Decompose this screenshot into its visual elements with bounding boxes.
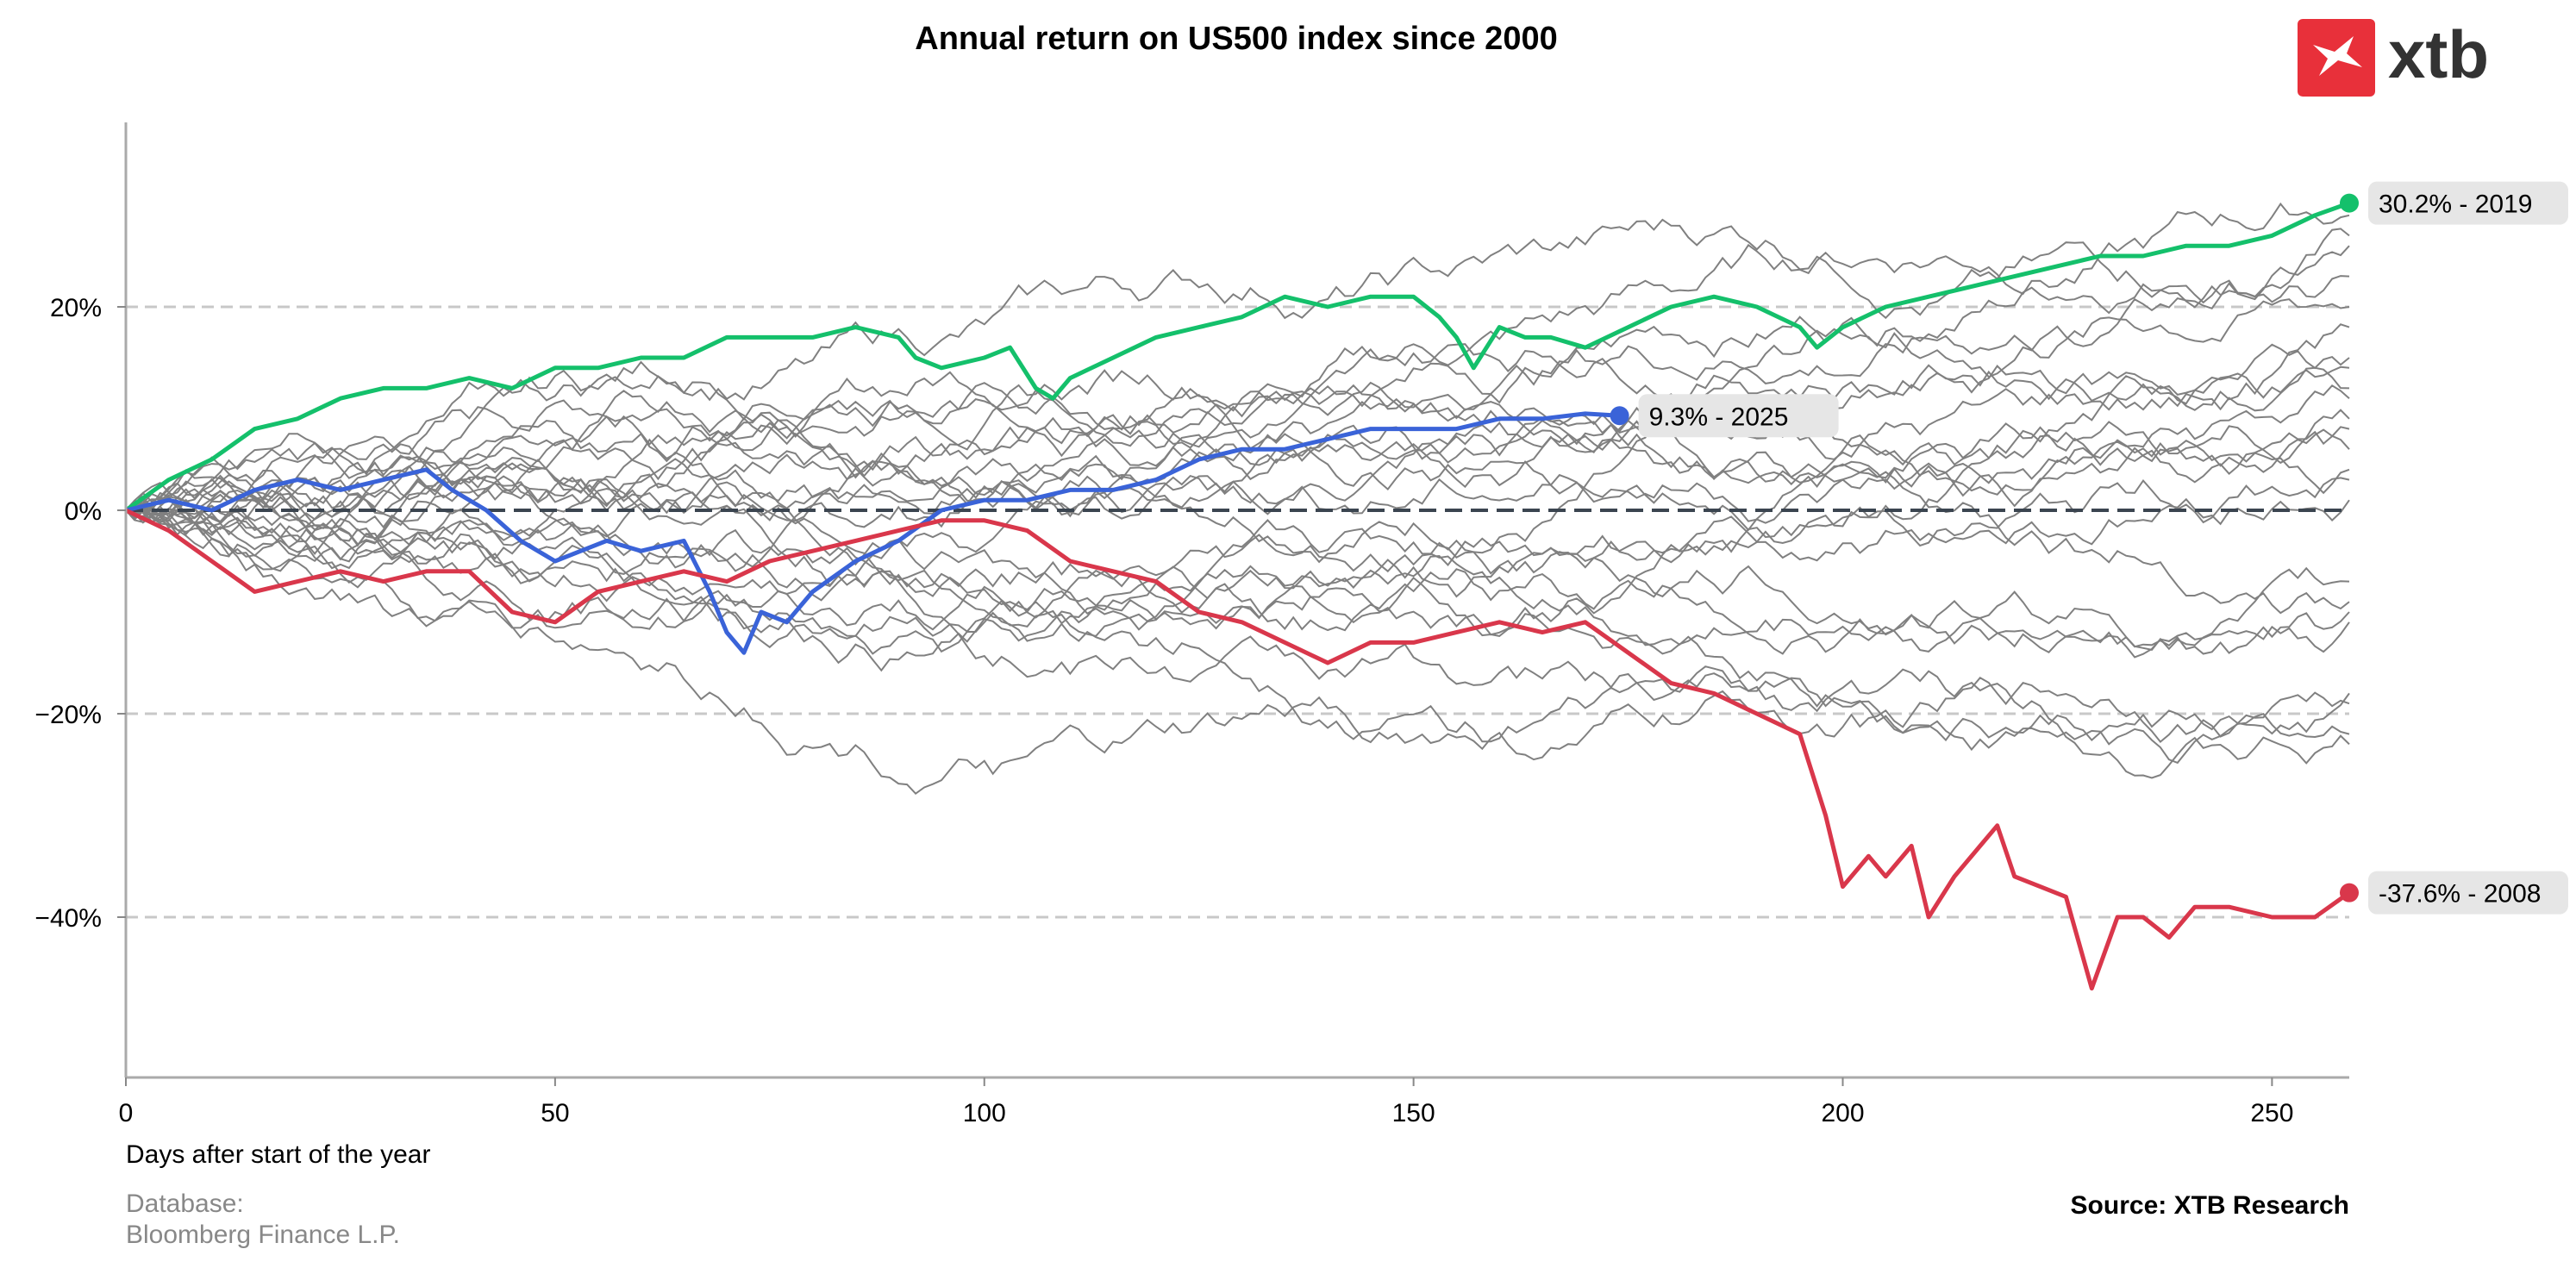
series-2019-endpoint [2340, 193, 2359, 213]
background-series-line [125, 454, 2350, 655]
series-2025-label: 9.3% - 2025 [1649, 403, 1789, 431]
y-tick-label: −40% [34, 904, 102, 933]
logo-x-icon [2313, 36, 2362, 76]
background-series [125, 202, 2350, 796]
background-series-line [125, 462, 2350, 659]
x-tick-label: 200 [1821, 1099, 1864, 1127]
series-2019-label: 30.2% - 2019 [2379, 190, 2532, 219]
series-2008-label-box [2368, 871, 2568, 915]
series-2025-label-box [1638, 394, 1839, 438]
x-tick-label: 250 [2250, 1099, 2293, 1127]
background-series-line [125, 456, 2350, 765]
tick-labels: −40% −20% 0% 20% 0 50 100 150 200 250 [34, 294, 2293, 1127]
series-2008-endpoint [2340, 883, 2359, 902]
source-label: Source: XTB Research [2071, 1191, 2349, 1220]
background-series-line [125, 365, 2350, 523]
background-series-line [125, 298, 2350, 514]
series-2025-endpoint [1610, 406, 1629, 426]
series-2019-label-box [2368, 181, 2568, 225]
background-series-line [125, 508, 2350, 779]
series-2025-line [125, 411, 1620, 655]
background-series-line [125, 497, 2350, 636]
series-labels: 30.2% - 2019 9.3% - 2025 -37.6% - 2008 [1638, 181, 2568, 915]
axes [124, 122, 2349, 1079]
y-tick-label: 20% [50, 294, 102, 322]
background-series-line [125, 387, 2350, 541]
x-tick-label: 0 [119, 1099, 134, 1127]
y-tick-label: 0% [65, 497, 102, 526]
x-tick-label: 150 [1392, 1099, 1435, 1127]
background-series-line [125, 509, 2350, 742]
series-2008-line [124, 508, 2351, 991]
logo-text: xtb [2388, 16, 2489, 92]
background-series-line [125, 218, 2350, 511]
xtb-logo: xtb [2298, 16, 2489, 97]
x-tick-label: 100 [963, 1099, 1006, 1127]
background-series-line [125, 507, 2350, 796]
series-2008-label: -37.6% - 2008 [2379, 880, 2541, 909]
y-tick-label: −20% [34, 701, 102, 729]
background-series-line [125, 479, 2350, 652]
x-axis-label: Days after start of the year [126, 1140, 430, 1169]
database-name: Bloomberg Finance L.P. [126, 1221, 400, 1249]
background-series-line [125, 416, 2350, 615]
database-label: Database: [126, 1190, 244, 1218]
series-2019-line [124, 201, 2350, 513]
background-series-line [125, 409, 2350, 536]
gridlines [126, 305, 2349, 919]
x-tick-label: 50 [541, 1099, 569, 1127]
background-series-line [125, 323, 2350, 672]
chart-title: Annual return on US500 index since 2000 [915, 21, 1557, 57]
background-series-line [125, 381, 2350, 558]
background-series-line [125, 419, 2350, 518]
background-series-line [125, 384, 2350, 566]
background-series-line [125, 463, 2350, 637]
highlighted-series [124, 193, 2359, 991]
